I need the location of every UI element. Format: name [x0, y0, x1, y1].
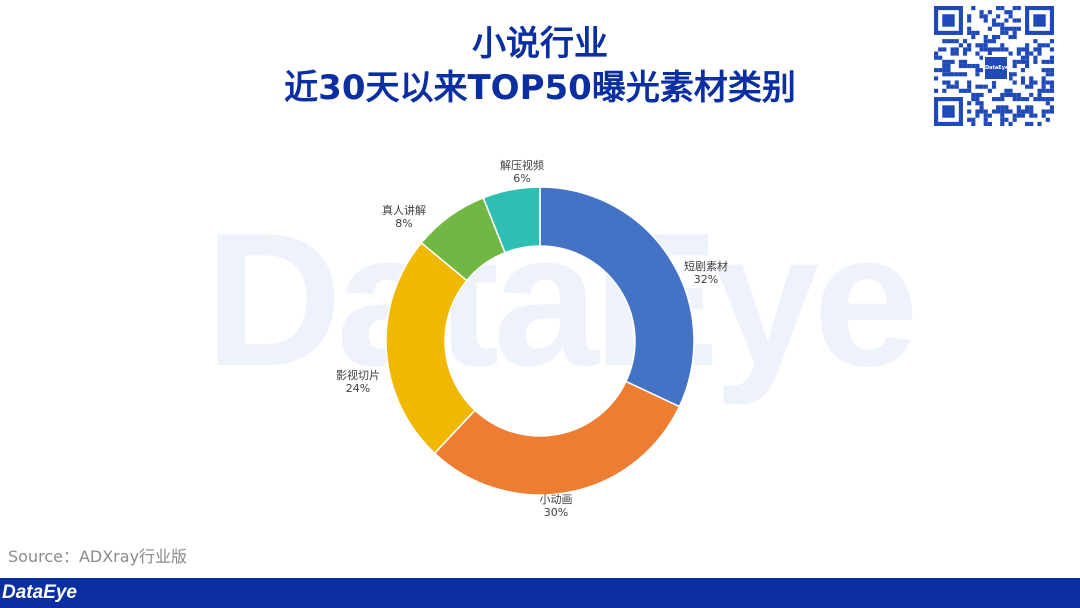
slice-value-2: 30%: [544, 506, 568, 519]
slice-value-1: 32%: [694, 273, 718, 286]
slice-label-4: 真人讲解: [382, 203, 426, 217]
slice-label-1: 短剧素材: [684, 259, 728, 273]
slice-label-3: 影视切片: [336, 368, 380, 382]
source-note: Source：ADXray行业版: [8, 547, 188, 566]
page-title: 小说行业 近30天以来TOP50曝光素材类别: [0, 22, 1080, 110]
slice-label-2: 小动画: [540, 493, 573, 506]
slice-value-5: 6%: [513, 172, 530, 185]
pie-slice-3: [385, 241, 477, 455]
pie-slice-1: [539, 186, 695, 408]
qr-code-icon: DataEye: [934, 6, 1054, 126]
title-line-1: 小说行业: [472, 24, 608, 64]
pie-slice-5: [482, 186, 541, 254]
qr-logo: DataEye: [983, 55, 1009, 81]
pie-slice-2: [433, 380, 681, 496]
slice-label-5: 解压视频: [500, 158, 544, 172]
footer-bar: DataEye: [0, 578, 1080, 608]
slice-value-4: 8%: [395, 217, 412, 230]
title-line-2: 近30天以来TOP50曝光素材类别: [284, 68, 796, 108]
slice-value-3: 24%: [346, 382, 370, 395]
footer-logo: DataEye: [2, 582, 77, 603]
